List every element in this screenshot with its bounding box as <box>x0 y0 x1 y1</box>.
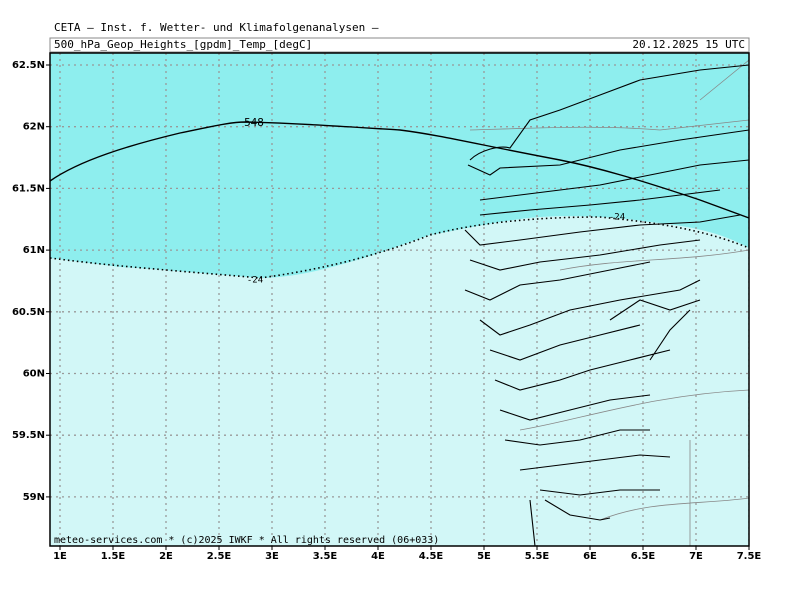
title: CETA — Inst. f. Wetter- und Klimafolgena… <box>54 21 379 34</box>
lat-label: 60.5N <box>12 307 45 318</box>
valid-time: 20.12.2025 15 UTC <box>632 38 745 51</box>
lon-label: 1E <box>53 551 67 562</box>
lat-label: 59N <box>23 492 45 503</box>
lon-label: 4E <box>371 551 385 562</box>
lon-label: 2.5E <box>207 551 232 562</box>
frame <box>49 52 750 547</box>
subtitle: 500_hPa_Geop_Heights_[gpdm]_Temp_[degC] <box>54 38 312 51</box>
lat-label: 62.5N <box>12 60 45 71</box>
lon-label: 2E <box>159 551 173 562</box>
height-label: 548 <box>244 116 264 129</box>
lat-label: 62N <box>23 122 45 133</box>
lat-label: 59.5N <box>12 430 45 441</box>
lon-label: 5E <box>477 551 491 562</box>
grid <box>50 53 749 546</box>
lat-label: 61N <box>23 245 45 256</box>
lat-label: 60N <box>23 369 45 380</box>
footer: meteo-services.com * (c)2025 IWKF * All … <box>54 535 439 546</box>
height-contour <box>50 121 749 219</box>
lon-label: 4.5E <box>419 551 444 562</box>
lat-label: 61.5N <box>12 183 45 194</box>
lon-label: 3E <box>265 551 279 562</box>
gray-contours <box>469 59 749 546</box>
lon-label: 6.5E <box>631 551 656 562</box>
temp-label: -24 <box>247 276 263 286</box>
isotherm-line <box>50 216 749 279</box>
field-dark <box>50 53 749 278</box>
coastline <box>464 64 749 546</box>
lon-label: 3.5E <box>313 551 338 562</box>
lon-label: 7E <box>689 551 703 562</box>
lon-label: 7.5E <box>737 551 762 562</box>
map-area: 548 -24 -24 meteo-services.com * (c)2025… <box>50 53 749 546</box>
temp-label: -24 <box>609 213 625 223</box>
lon-label: 6E <box>583 551 597 562</box>
lon-label: 1.5E <box>101 551 126 562</box>
subtitle-bar <box>49 37 750 53</box>
lon-label: 5.5E <box>525 551 550 562</box>
